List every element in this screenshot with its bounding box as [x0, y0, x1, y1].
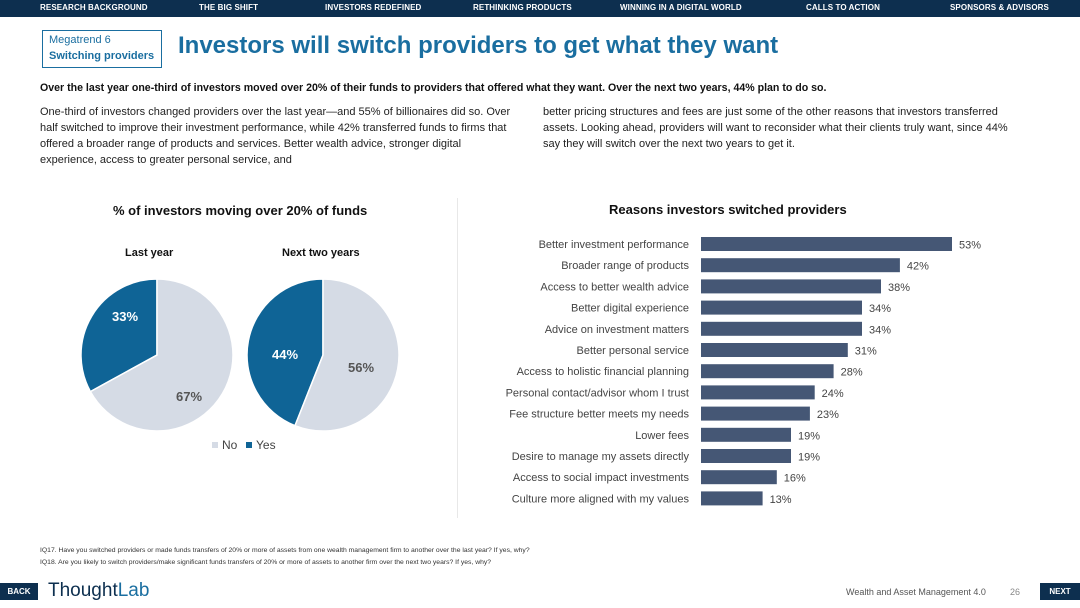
bar-category-label: Personal contact/advisor whom I trust [506, 387, 689, 399]
report-name: Wealth and Asset Management 4.0 [846, 587, 986, 597]
nav-research-background[interactable]: RESEARCH BACKGROUND [40, 3, 148, 12]
bar-category-label: Advice on investment matters [545, 324, 690, 336]
legend-swatch-no [212, 442, 218, 448]
bar-value-label: 24% [822, 388, 844, 400]
bar-chart: Better investment performance 53% Broader … [506, 237, 981, 506]
bar [701, 385, 815, 400]
nav-winning-digital-world[interactable]: WINNING IN A DIGITAL WORLD [620, 3, 742, 12]
pie-0-slice-yes [80, 278, 158, 393]
megatrend-label: Megatrend 6 [49, 34, 111, 46]
page-number: 26 [1010, 587, 1021, 597]
next-button[interactable]: NEXT [1040, 583, 1080, 600]
nav-sponsors-advisors[interactable]: SPONSORS & ADVISORS [950, 3, 1049, 12]
pie-0-slice-no [89, 278, 234, 432]
page-title: Investors will switch providers to get w… [178, 32, 779, 59]
bar [701, 321, 862, 336]
back-button[interactable]: BACK [0, 583, 38, 600]
bar-value-label: 19% [798, 430, 820, 442]
legend-label-yes: Yes [256, 438, 276, 452]
section-divider [457, 198, 458, 518]
footnote-iq18: IQ18. Are you likely to switch providers… [40, 559, 492, 566]
nav-rethinking-products[interactable]: RETHINKING PRODUCTS [473, 3, 572, 12]
megatrend-badge: Megatrend 6 Switching providers [42, 30, 162, 68]
logo-lab: Lab [117, 580, 150, 601]
bar-value-label: 34% [869, 324, 891, 336]
bar-value-label: 19% [798, 452, 820, 464]
pie-1-label-yes: 44% [272, 347, 298, 362]
bar-value-label: 16% [784, 473, 806, 485]
pie-charts: 33% 67% 44% 56% No Yes [80, 278, 400, 452]
pie-1-slice-yes [246, 278, 324, 427]
bar-value-label: 31% [855, 346, 877, 358]
bar-chart-title: Reasons investors switched providers [609, 202, 847, 217]
legend-label-no: No [222, 438, 238, 452]
bar-category-label: Access to better wealth advice [540, 281, 689, 293]
bar-category-label: Access to holistic financial planning [517, 366, 689, 378]
bar-value-label: 23% [817, 409, 839, 421]
bar [701, 300, 862, 315]
pie-1-slice-no [294, 278, 400, 432]
bar [701, 449, 791, 463]
body-text-right: better pricing structures and fees are j… [543, 106, 1008, 150]
bar-value-label: 28% [841, 367, 863, 379]
footnote-iq17: IQ17. Have you switched providers or mad… [40, 547, 530, 554]
bar [701, 406, 810, 421]
megatrend-topic: Switching providers [49, 50, 155, 62]
logo-thought: Thought [48, 580, 118, 601]
bar-category-label: Better investment performance [539, 239, 689, 251]
pie-chart-title: % of investors moving over 20% of funds [113, 203, 368, 218]
bar-category-label: Broader range of products [561, 260, 689, 272]
bar-category-label: Better personal service [577, 345, 690, 357]
thoughtlab-logo: ThoughtLab [48, 580, 149, 602]
bar-category-label: Lower fees [635, 430, 689, 442]
pie-0-label-no: 67% [176, 389, 202, 404]
top-navigation: RESEARCH BACKGROUND THE BIG SHIFT INVEST… [0, 0, 1080, 17]
legend-swatch-yes [246, 442, 252, 448]
bar-value-label: 42% [907, 261, 929, 273]
bar-value-label: 53% [959, 240, 981, 252]
subheadline: Over the last year one-third of investor… [40, 82, 827, 94]
bar [701, 258, 900, 273]
bar-value-label: 34% [869, 303, 891, 315]
pie-label-next-two-years: Next two years [282, 247, 360, 259]
bar-category-label: Fee structure better meets my needs [509, 409, 689, 421]
bar-value-label: 38% [888, 282, 910, 294]
bar-category-label: Access to social impact investments [513, 472, 690, 484]
body-text-left: One-third of investors changed providers… [40, 106, 511, 166]
nav-calls-to-action[interactable]: CALLS TO ACTION [806, 3, 880, 12]
bar-category-label: Desire to manage my assets directly [512, 451, 690, 463]
nav-investors-redefined[interactable]: INVESTORS REDEFINED [325, 3, 422, 12]
nav-the-big-shift[interactable]: THE BIG SHIFT [199, 3, 259, 12]
bar [701, 364, 834, 379]
bar-category-label: Culture more aligned with my values [512, 493, 690, 505]
pie-label-last-year: Last year [125, 247, 174, 259]
bar [701, 343, 848, 357]
bar-value-label: 13% [770, 494, 792, 506]
bar [701, 470, 777, 485]
bar [701, 491, 763, 506]
pie-1-label-no: 56% [348, 360, 374, 375]
bar-category-label: Better digital experience [571, 303, 689, 315]
bar [701, 237, 952, 251]
pie-0-label-yes: 33% [112, 309, 138, 324]
bar [701, 279, 881, 294]
bar [701, 427, 791, 442]
